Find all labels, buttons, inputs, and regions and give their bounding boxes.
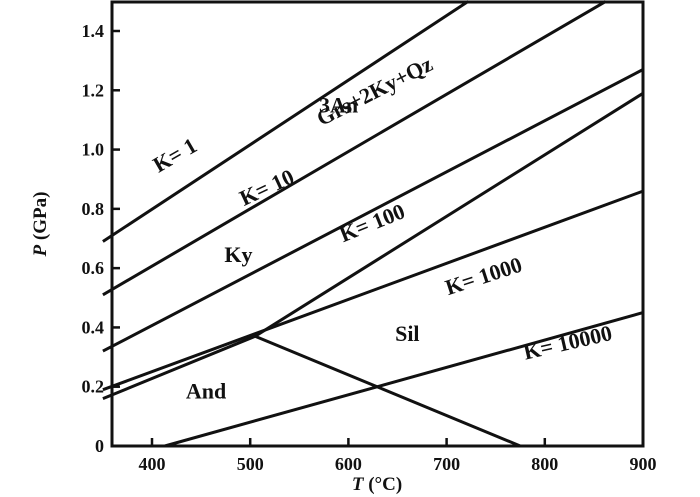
y-tick-label: 0 [95,436,104,456]
y-tick-label: 1.2 [82,80,105,100]
annotation-label: K= 1 [149,133,201,178]
x-axis-title: T (°C) [352,474,402,495]
y-tick-label: 0.6 [82,258,105,278]
annotation-label: And [186,379,226,404]
annotation-label: K= 10 [235,164,297,211]
x-tick-label: 600 [335,454,362,474]
y-tick-label: 1.4 [82,21,105,41]
plot-frame [110,0,645,448]
y-axis-title: P (GPa) [30,192,51,258]
reaction-line-2 [102,0,607,297]
reaction-line-1 [102,0,470,243]
annotation-label: K= 10000 [521,320,614,365]
y-tick-label: 0.2 [82,377,105,397]
y-tick-label: 0.8 [82,199,105,219]
x-tick-label: 700 [433,454,460,474]
annotation-label: 3An [319,93,358,118]
annotation-label: K= 100 [336,198,409,247]
y-tick-label: 1.0 [82,140,105,160]
annotation-label: Sil [395,321,419,346]
tick-labels: 400 500 600 700 800 900 0 0.2 0.4 0.6 0.8 1.0 1.2 1.4 [82,21,657,474]
y-tick-label: 0.4 [82,317,105,337]
x-tick-label: 800 [531,454,558,474]
annotation-label: Ky [224,242,252,267]
x-tick-label: 400 [139,454,166,474]
x-tick-label: 900 [630,454,657,474]
axis-ticks [112,29,645,448]
reaction-line-4 [102,189,644,392]
reaction-line-7 [254,334,521,448]
reaction-line-5 [164,311,644,448]
reaction-lines [102,0,644,448]
reaction-line-3 [102,68,644,353]
x-tick-label: 500 [237,454,264,474]
